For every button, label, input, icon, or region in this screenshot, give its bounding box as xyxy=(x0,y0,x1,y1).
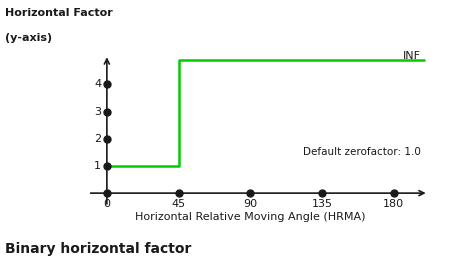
Text: INF: INF xyxy=(402,51,420,61)
Text: 135: 135 xyxy=(311,199,332,209)
Text: 45: 45 xyxy=(171,199,186,209)
Text: 4: 4 xyxy=(94,79,101,89)
Text: 2: 2 xyxy=(94,134,101,144)
Text: 1: 1 xyxy=(95,161,101,171)
Text: Binary horizontal factor: Binary horizontal factor xyxy=(5,242,191,256)
Text: Default zerofactor: 1.0: Default zerofactor: 1.0 xyxy=(303,147,420,157)
Text: 3: 3 xyxy=(95,107,101,116)
Text: 0: 0 xyxy=(103,199,110,209)
Text: 90: 90 xyxy=(243,199,257,209)
Text: Horizontal Factor: Horizontal Factor xyxy=(5,8,112,18)
Text: Horizontal Relative Moving Angle (HRMA): Horizontal Relative Moving Angle (HRMA) xyxy=(135,212,366,222)
Text: (y-axis): (y-axis) xyxy=(5,33,52,43)
Text: 180: 180 xyxy=(383,199,404,209)
